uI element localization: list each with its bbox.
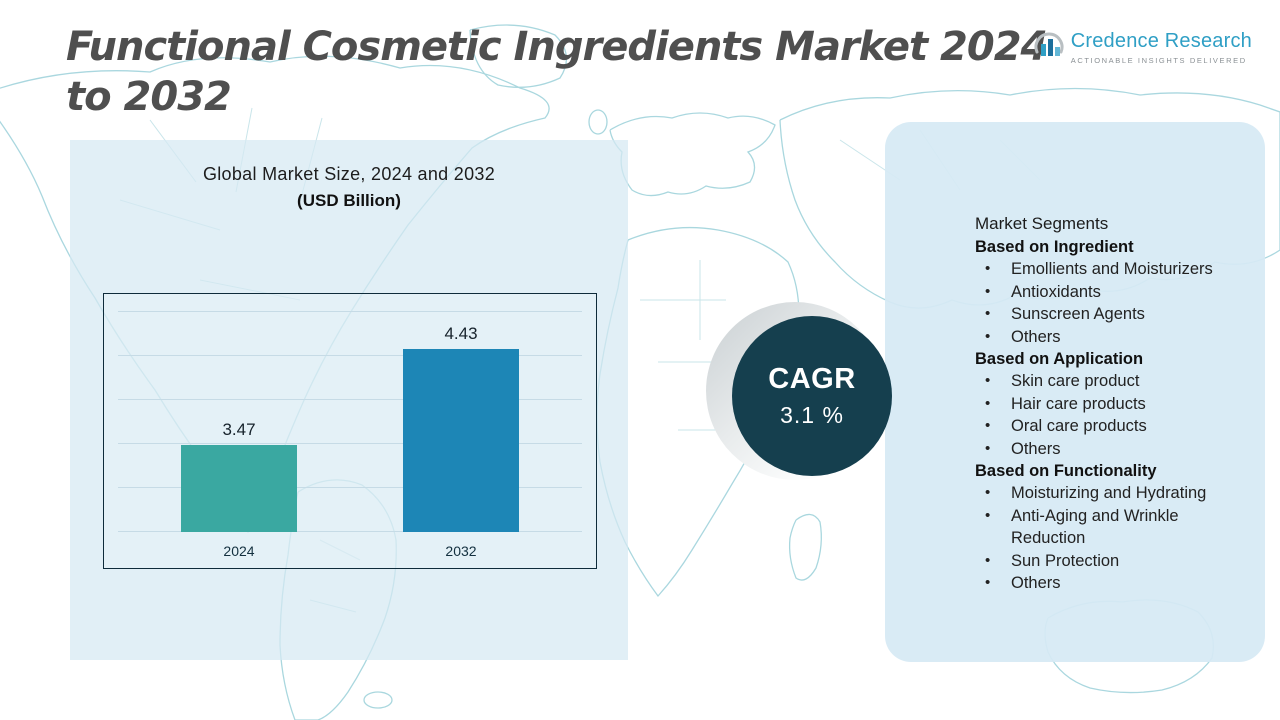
segment-group-heading: Based on Ingredient	[975, 238, 1134, 256]
segment-item: • Others	[975, 326, 1241, 348]
segment-item: • Others	[975, 572, 1241, 594]
cagr-badge: CAGR 3.1 %	[706, 302, 902, 494]
cagr-circle: CAGR 3.1 %	[732, 316, 892, 476]
bar-category-label: 2024	[223, 543, 255, 559]
segment-item-label: Sunscreen Agents	[1011, 305, 1145, 324]
brand-name: Credence Research	[1070, 30, 1252, 52]
bar-category-label: 2032	[445, 543, 477, 559]
segments-title: Market Segments	[975, 214, 1109, 233]
segment-item: • Hair care products	[975, 393, 1241, 415]
bullet-icon: •	[985, 260, 991, 278]
bullet-icon: •	[985, 327, 991, 345]
market-size-panel: Global Market Size, 2024 and 2032 (USD B…	[70, 140, 628, 660]
bullet-icon: •	[985, 282, 991, 300]
segment-item-label: Others	[1011, 574, 1061, 593]
brand-text: Credence Research Actionable Insights De…	[1071, 30, 1252, 65]
bar	[181, 445, 297, 532]
segment-item-label: Moisturizing and Hydrating	[1011, 484, 1207, 503]
chart-subtitle: (USD Billion)	[297, 191, 401, 210]
segment-item: • Antioxidants	[975, 281, 1241, 303]
cagr-label: CAGR	[768, 363, 856, 395]
segment-groups: Based on Ingredient • Emollients and Moist…	[975, 236, 1241, 595]
bar-plot: 3.47 2024 4.43 2032	[118, 311, 582, 559]
bullet-icon: •	[985, 551, 991, 569]
segment-item: • Anti-Aging and Wrinkle Reduction	[975, 505, 1241, 550]
segment-item-label: Antioxidants	[1011, 282, 1101, 301]
bullet-icon: •	[985, 394, 991, 412]
bullet-icon: •	[985, 305, 991, 323]
credence-research-logo-icon	[1033, 30, 1065, 62]
page-title: Functional Cosmetic Ingredients Market 2…	[66, 24, 1048, 120]
cagr-value: 3.1 %	[780, 402, 844, 428]
segment-item-label: Oral care products	[1011, 417, 1147, 436]
bullet-icon: •	[985, 417, 991, 435]
segment-item-label: Hair care products	[1011, 394, 1146, 413]
bar-chart: 3.47 2024 4.43 2032	[103, 293, 597, 569]
segment-item-label: Sun Protection	[1011, 551, 1120, 570]
segment-item: • Others	[975, 438, 1241, 460]
bullet-icon: •	[985, 372, 991, 390]
brand-tagline: Actionable Insights Delivered	[1070, 56, 1247, 65]
segment-item-label: Emollients and Moisturizers	[1011, 260, 1213, 279]
segment-item: • Sun Protection	[975, 550, 1241, 572]
bar-column: 3.47 2024	[181, 312, 297, 559]
bar-value-label: 3.47	[222, 420, 256, 439]
segment-item-label: Anti-Aging and Wrinkle Reduction	[1011, 506, 1179, 548]
segment-item: • Emollients and Moisturizers	[975, 258, 1241, 280]
bar	[403, 349, 519, 532]
bullet-icon: •	[985, 574, 991, 592]
segment-item: • Moisturizing and Hydrating	[975, 482, 1241, 504]
bar-value-label: 4.43	[444, 324, 478, 343]
segment-item-label: Skin care product	[1011, 372, 1140, 391]
segment-item: • Sunscreen Agents	[975, 303, 1241, 325]
segment-item: • Oral care products	[975, 415, 1241, 437]
segment-item: • Skin care product	[975, 370, 1241, 392]
segment-item-label: Others	[1011, 327, 1061, 346]
segment-group-heading: Based on Functionality	[975, 462, 1157, 481]
bullet-icon: •	[985, 506, 991, 524]
chart-title: Global Market Size, 2024 and 2032	[202, 164, 496, 184]
brand-logo: Credence Research Actionable Insights De…	[1033, 30, 1252, 65]
segment-group-heading: Based on Application	[975, 350, 1144, 369]
bar-column: 4.43 2032	[403, 312, 519, 559]
market-segments-panel: Market Segments Based on Ingredient • Emol…	[885, 122, 1265, 662]
bullet-icon: •	[985, 484, 991, 502]
segment-item-label: Others	[1011, 439, 1061, 458]
bullet-icon: •	[985, 439, 991, 457]
